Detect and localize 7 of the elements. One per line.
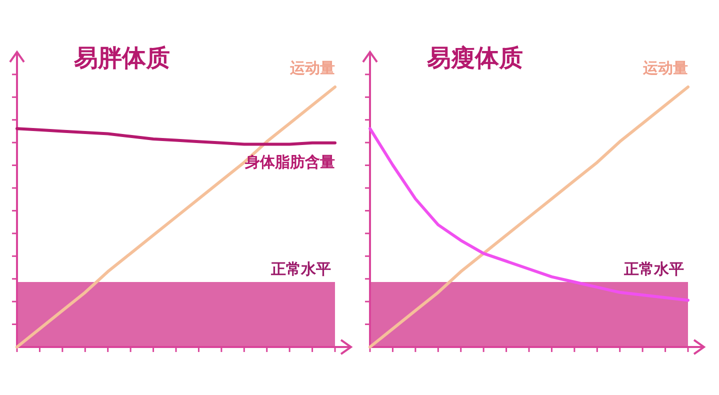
band-label: 正常水平 — [270, 260, 331, 278]
chart-title: 易胖体质 — [73, 44, 170, 72]
series-label: 身体脂肪含量 — [244, 152, 335, 171]
chart-title: 易瘦体质 — [426, 44, 523, 72]
band-label: 正常水平 — [623, 260, 684, 278]
series-label: 运动量 — [289, 59, 335, 77]
series-label: 运动量 — [642, 59, 688, 77]
